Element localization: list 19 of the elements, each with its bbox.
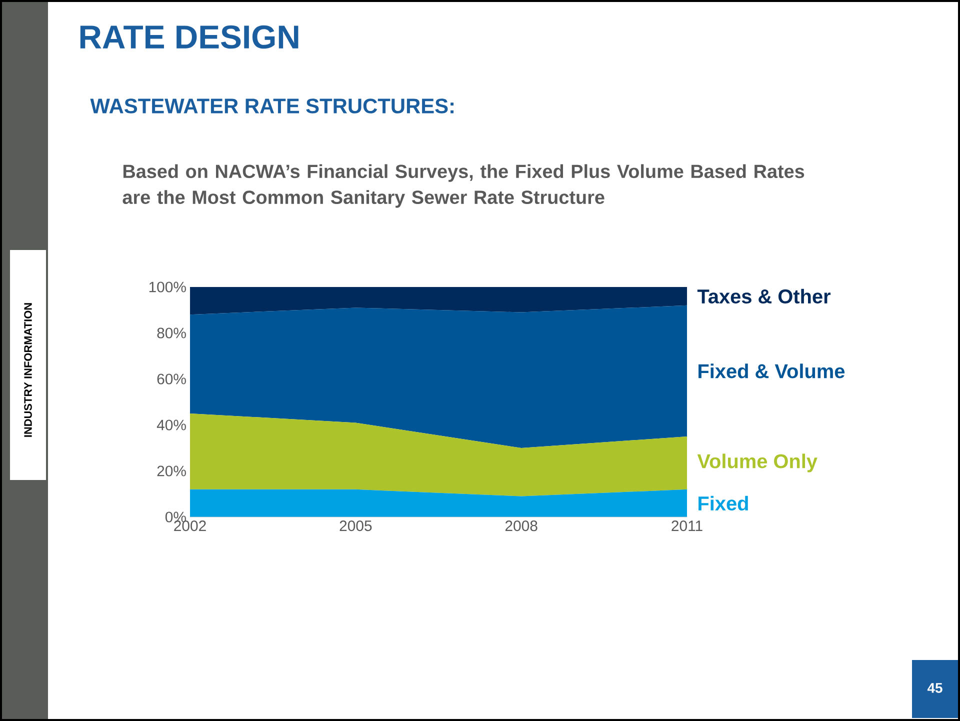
x-tick-label: 2005	[340, 520, 372, 532]
y-tick-label: 60%	[157, 374, 186, 384]
series-label: Volume Only	[697, 454, 818, 472]
series-label: Fixed	[698, 496, 748, 511]
text: INDUSTRY INFORMATION	[24, 303, 32, 437]
y-tick-label: 80%	[157, 328, 186, 338]
series-label: Fixed & Volume	[698, 364, 845, 378]
chart-title: RATE DESIGN	[80, 25, 298, 49]
y-tick-label: 100%	[149, 282, 186, 292]
chart-subtitle: WASTEWATER RATE STRUCTURES:	[90, 98, 454, 114]
x-tick-label: 2011	[672, 520, 702, 532]
series-label: Taxes & Other	[697, 288, 831, 304]
y-tick-label: 40%	[156, 420, 186, 430]
text: Based on NACWA’s Financial Surveys, the Fixed Plus Volume Based Rates are the Most Common Sanitary Sewer Rate Structure	[122, 164, 804, 208]
y-tick-label: 0%	[165, 512, 186, 522]
y-tick-label: 20%	[157, 466, 186, 476]
x-tick-label: 2008	[505, 520, 538, 532]
x-tick-label: 2002	[174, 520, 206, 532]
text: 45	[927, 683, 942, 693]
